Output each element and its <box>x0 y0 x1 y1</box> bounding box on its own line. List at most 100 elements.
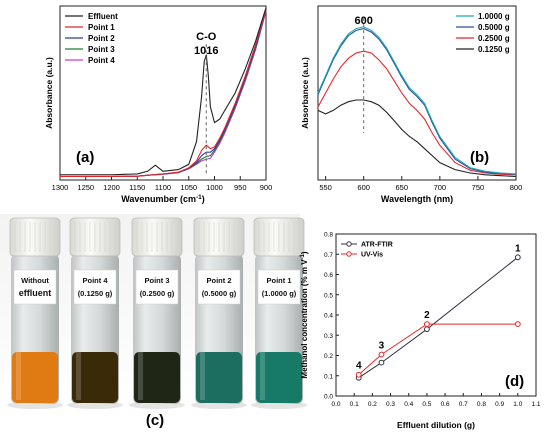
chart-a-xtick-label: 1100 <box>155 183 171 192</box>
vial-label-line2: (0.1250 g) <box>78 289 113 298</box>
vial-label-line1: Point 2 <box>206 276 231 285</box>
vial-label-line2: (1.0000 g) <box>262 289 297 298</box>
chart-d-line-atr-ftir <box>358 256 519 379</box>
vial: Point 2 (0.5000 g) <box>191 217 247 409</box>
chart-b-line-1 <box>317 26 517 175</box>
vial-photo: Without effluent Point 4 (0.1250 g) Point 3 (… <box>0 214 307 429</box>
chart-a-series-lines <box>60 7 267 178</box>
vial: Point 4 (0.1250 g) <box>67 217 123 409</box>
chart-b-xtick-label: 600 <box>357 183 370 192</box>
chart-b-ylabel: Absorbance (a.u.) <box>300 57 310 129</box>
chart-d-ytick-label: 0.1 <box>324 373 333 380</box>
chart-d-point <box>514 254 521 261</box>
chart-a-xtick-label: 950 <box>234 183 247 192</box>
chart-d-ticks: 0.0 0.1 0.2 0.3 0.4 0.5 0.6 0.7 0.8 0.9 1.0 1.1 0.0 0… <box>324 232 541 409</box>
chart-d-xtick-label: 0.8 <box>477 401 486 408</box>
chart-a-xtick-label: 1250 <box>77 183 94 192</box>
chart-b-legend: 1.0000 g 0.5000 g 0.2500 g 0.1250 g <box>456 12 510 54</box>
chart-b-series-lines <box>317 26 517 178</box>
chart-b-legend-label: 0.1250 g <box>478 45 510 54</box>
vial-label-line2: (0.5000 g) <box>202 289 237 298</box>
chart-d-ytick-label: 0.2 <box>324 353 333 360</box>
chart-b-line-2 <box>317 28 517 175</box>
chart-d-xtick-label: 0.1 <box>350 401 359 408</box>
ftir-spectra-chart: 1300 1250 1200 1150 1100 1050 1000 950 900 C-O 1… <box>44 5 273 204</box>
chart-d-series-lines: 4 3 2 1 <box>355 243 521 381</box>
chart-b-legend-label: 0.2500 g <box>478 34 510 43</box>
chart-d-point-label: 4 <box>356 361 362 372</box>
chart-a-legend: Effluent Point 1 Point 2 Point 3 Point 4 <box>65 12 118 65</box>
uvvis-spectra-chart: 550 600 650 700 750 800 600 1.0000 g 0.5000 g 0… <box>300 5 522 204</box>
chart-b-xtick-label: 800 <box>510 183 523 192</box>
chart-d-xtick-label: 0.7 <box>459 401 468 408</box>
vial-liquid <box>196 352 242 403</box>
vial-label <box>73 269 117 305</box>
chart-a-legend-label: Point 4 <box>88 56 115 65</box>
vial-label-line1: Without <box>21 276 49 285</box>
vial-liquid-highlight <box>260 352 265 400</box>
chart-d-point <box>424 326 430 333</box>
vial-label-line2: effluent <box>19 288 52 298</box>
chart-d-point <box>378 351 385 358</box>
vial: Point 3 (0.2500 g) <box>129 217 185 409</box>
chart-b-xtick-label: 650 <box>396 183 409 192</box>
chart-d-point <box>378 359 385 366</box>
chart-a-annotation-bond: C-O <box>196 31 217 43</box>
chart-d-xtick-label: 1.0 <box>513 401 522 408</box>
chart-d-ytick-label: 0.7 <box>324 252 333 259</box>
chart-a-xtick-label: 1000 <box>206 183 223 192</box>
chart-d-line-uv-vis <box>358 323 518 376</box>
chart-d-legend-marker <box>346 241 352 247</box>
vial-liquid-highlight <box>76 352 81 400</box>
chart-a-xtick-label: 1150 <box>129 183 145 192</box>
vial-liquid <box>134 352 180 403</box>
chart-d-point <box>355 371 362 378</box>
vial-label <box>257 269 301 305</box>
chart-d-ytick-label: 0.0 <box>324 394 333 401</box>
vial-liquid <box>72 352 118 403</box>
chart-d-panel-letter: (d) <box>505 373 524 390</box>
chart-d-ytick-label: 0.4 <box>324 313 333 320</box>
chart-d-legend-label: ATR-FTIR <box>361 242 393 249</box>
photo-panel-letter: (c) <box>146 412 164 429</box>
chart-a-xtick-label: 1200 <box>103 183 120 192</box>
chart-d-ylabel: Methanol concentration (% m V-1) <box>300 251 309 378</box>
chart-b-xtick-label: 750 <box>472 183 485 192</box>
chart-b-line-3 <box>317 50 517 176</box>
methanol-concentration-chart: 0.0 0.1 0.2 0.3 0.4 0.5 0.6 0.7 0.8 0.9 1.0 1.1 0.0 0… <box>300 232 541 431</box>
chart-a-ylabel: Absorbance (a.u.) <box>44 57 54 129</box>
chart-b-ticks: 550 600 650 700 750 800 <box>319 176 522 192</box>
chart-a-annotation-wavenumber: 1016 <box>194 45 218 57</box>
chart-a-legend-label: Point 1 <box>88 23 115 32</box>
chart-d-xtick-label: 0.0 <box>331 401 340 408</box>
vial-liquid <box>12 352 58 403</box>
chart-a-xtick-label: 1300 <box>52 183 69 192</box>
chart-d-xtick-label: 0.5 <box>422 401 431 408</box>
chart-d-xlabel: Effluent dilution (g) <box>397 420 475 430</box>
chart-d-xtick-label: 0.3 <box>386 401 395 408</box>
chart-d-legend: ATR-FTIR UV-Vis <box>341 241 393 259</box>
vial: Without effluent <box>7 217 63 409</box>
chart-d-point-label: 3 <box>379 340 385 351</box>
vial-label <box>197 269 241 305</box>
vial-liquid-highlight <box>200 352 205 400</box>
vial-liquid-highlight <box>16 352 21 400</box>
vial-label-line1: Point 4 <box>82 276 108 285</box>
chart-b-xtick-label: 550 <box>319 183 332 192</box>
chart-a-legend-label: Effluent <box>88 12 118 21</box>
chart-b-xtick-label: 700 <box>434 183 447 192</box>
chart-b-panel-letter: (b) <box>470 149 489 166</box>
chart-d-xtick-label: 1.1 <box>531 401 540 408</box>
chart-a-legend-label: Point 3 <box>88 45 115 54</box>
chart-a-xtick-label: 900 <box>260 183 273 192</box>
chart-d-ytick-label: 0.8 <box>324 232 333 239</box>
chart-d-point-label: 2 <box>424 310 430 321</box>
chart-d-xtick-label: 0.2 <box>368 401 377 408</box>
chart-a-xlabel: Wavenumber (cm-1) <box>121 194 204 204</box>
chart-d-legend-label: UV-Vis <box>361 252 383 259</box>
vial-label-line1: Point 3 <box>144 276 169 285</box>
chart-a-ticks: 1300 1250 1200 1150 1100 1050 1000 950 900 <box>52 176 273 192</box>
chart-b-legend-label: 1.0000 g <box>478 12 510 21</box>
chart-b-legend-label: 0.5000 g <box>478 23 510 32</box>
vial-liquid <box>256 352 302 403</box>
